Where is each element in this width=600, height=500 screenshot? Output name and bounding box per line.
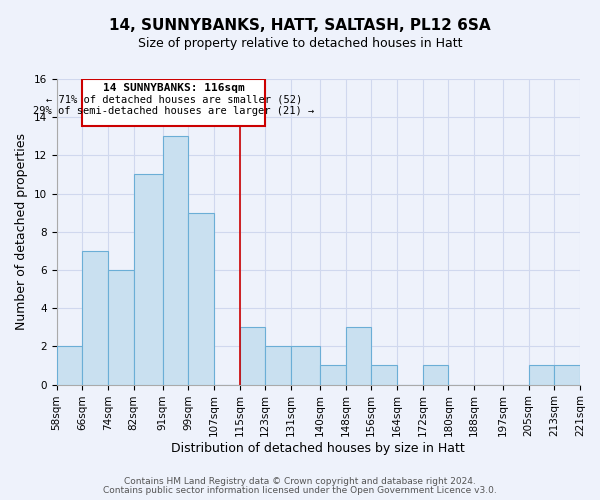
Bar [320, 366, 346, 384]
X-axis label: Distribution of detached houses by size in Hatt: Distribution of detached houses by size … [172, 442, 465, 455]
Bar [265, 346, 291, 385]
Bar [554, 366, 580, 384]
Bar [163, 136, 188, 384]
Bar [188, 212, 214, 384]
Bar [56, 346, 82, 385]
Text: 29% of semi-detached houses are larger (21) →: 29% of semi-detached houses are larger (… [33, 106, 314, 116]
Bar [422, 366, 448, 384]
Bar [529, 366, 554, 384]
Text: ← 71% of detached houses are smaller (52): ← 71% of detached houses are smaller (52… [46, 94, 302, 104]
Text: Contains HM Land Registry data © Crown copyright and database right 2024.: Contains HM Land Registry data © Crown c… [124, 477, 476, 486]
Bar [371, 366, 397, 384]
Text: 14 SUNNYBANKS: 116sqm: 14 SUNNYBANKS: 116sqm [103, 82, 245, 92]
Text: Contains public sector information licensed under the Open Government Licence v3: Contains public sector information licen… [103, 486, 497, 495]
Bar [108, 270, 134, 384]
Text: 14, SUNNYBANKS, HATT, SALTASH, PL12 6SA: 14, SUNNYBANKS, HATT, SALTASH, PL12 6SA [109, 18, 491, 32]
Bar [239, 328, 265, 384]
Y-axis label: Number of detached properties: Number of detached properties [15, 134, 28, 330]
Bar [82, 251, 108, 384]
FancyBboxPatch shape [82, 79, 265, 126]
Bar [346, 328, 371, 384]
Bar [291, 346, 320, 385]
Bar [134, 174, 163, 384]
Text: Size of property relative to detached houses in Hatt: Size of property relative to detached ho… [138, 38, 462, 51]
